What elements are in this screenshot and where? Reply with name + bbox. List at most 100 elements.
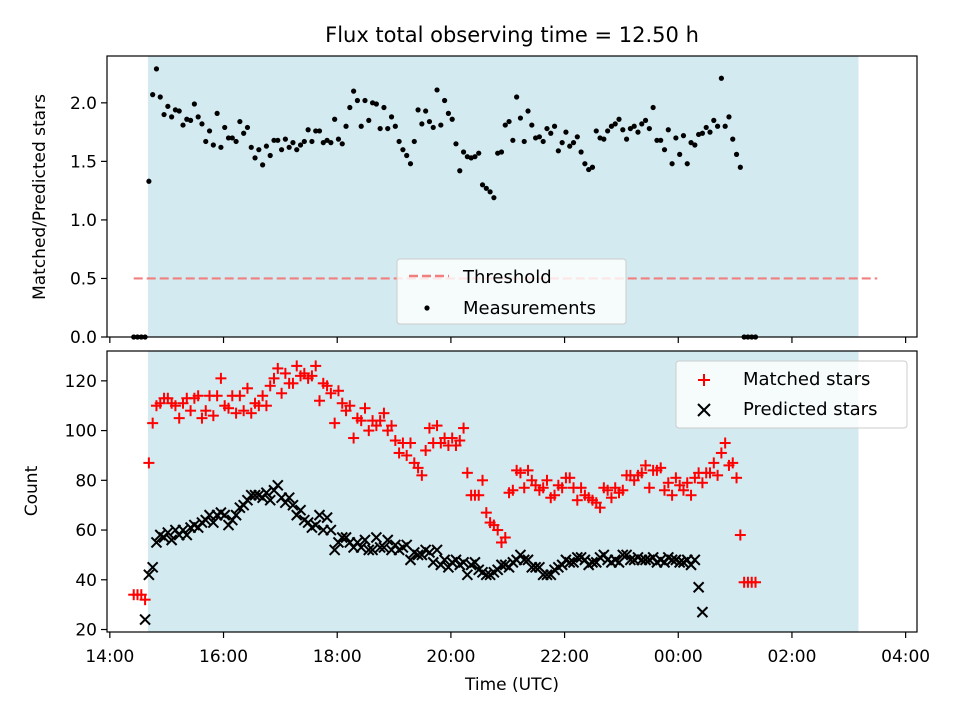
predicted-point [366,544,379,556]
measurement-point [548,130,554,136]
predicted-point [328,544,341,556]
measurement-point [180,122,186,128]
matched-point [556,482,568,494]
measurement-point [536,134,542,140]
predicted-point [541,569,553,581]
matched-point [200,405,212,417]
measurement-point [582,161,588,167]
matched-point [139,594,151,606]
measurement-point [362,97,368,104]
predicted-point [139,613,151,626]
measurement-point [256,147,262,153]
measurement-point [498,149,505,155]
bot-plot-frame [106,350,918,633]
matched-point [313,395,325,407]
measurement-point [426,118,433,125]
measurement-point [335,136,342,142]
measurement-point [396,138,402,145]
measurement-point [589,164,596,170]
measurement-point [680,133,687,139]
matched-point [727,457,739,469]
predicted-point [249,489,261,501]
predicted-point [336,531,348,544]
bottom-y-axis-label: Count [22,465,42,516]
matched-point [461,467,473,479]
measurement-point [294,147,300,153]
measurement-point [248,144,254,150]
measurement-point [714,123,721,129]
measurement-point [608,123,615,129]
matched-point [401,449,413,461]
matched-point [670,472,682,484]
matched-point [431,420,443,432]
measurement-point [692,142,698,148]
measurement-point [347,104,353,111]
matched-point [518,482,530,494]
measurement-point [510,137,516,143]
matched-point [640,459,652,471]
top-y-tick-label: 0.0 [70,328,97,348]
measurement-point [278,147,285,153]
matched-point [173,412,185,424]
measurement-point [449,116,455,122]
matched-point [412,462,424,474]
measurement-point [388,114,395,120]
measurement-point [703,124,709,131]
x-tick-label: 18:00 [313,647,362,667]
matched-point [514,467,526,479]
predicted-point [624,554,637,566]
measurement-point [665,127,671,133]
predicted-point [230,509,242,521]
matched-point [291,360,303,372]
matched-point [279,367,291,379]
bot-y-tick-label: 60 [75,521,97,541]
predicted-point [412,549,424,561]
measurement-point [263,143,270,149]
top-series-measurements [131,66,759,340]
measurement-point [199,121,205,127]
measurement-point [339,141,345,147]
measurement-point [404,152,410,159]
matched-point [245,407,257,419]
bottom-legend-box [675,360,908,429]
x-tick-label: 20:00 [426,647,475,667]
measurement-point [222,124,228,131]
measurement-point [423,108,429,114]
predicted-point [283,492,295,504]
measurement-point [460,149,467,155]
measurement-point [305,127,311,133]
matched-point [715,447,727,459]
matched-point [708,457,720,469]
predicted-point [370,531,383,544]
matched-point [659,484,671,496]
measurement-point [574,134,580,140]
measurement-point [430,124,436,131]
predicted-point [165,534,178,546]
bot-y-tick-label: 20 [75,621,97,641]
matched-point [272,362,284,374]
measurement-point [487,189,493,195]
measurement-point [730,136,736,142]
matched-point [321,380,333,392]
measurement-point [195,114,201,120]
matched-point [306,370,318,382]
matched-point [492,524,504,536]
predicted-point [260,487,273,499]
predicted-point [404,554,417,566]
measurement-point [400,147,406,153]
measurement-point [324,137,330,143]
matched-point [605,492,617,504]
matched-point [750,576,762,588]
matched-point [666,489,678,501]
measurement-point [343,123,349,129]
measurement-point [563,129,569,135]
x-tick-label: 04:00 [881,647,930,667]
x-tick-label: 00:00 [654,647,703,667]
measurement-point [210,142,216,148]
matched-point [359,402,371,414]
measurement-point [203,138,209,145]
top-legend-box [396,258,627,325]
measurement-point [669,161,675,167]
matched-point [260,400,272,412]
matched-point [363,425,375,437]
